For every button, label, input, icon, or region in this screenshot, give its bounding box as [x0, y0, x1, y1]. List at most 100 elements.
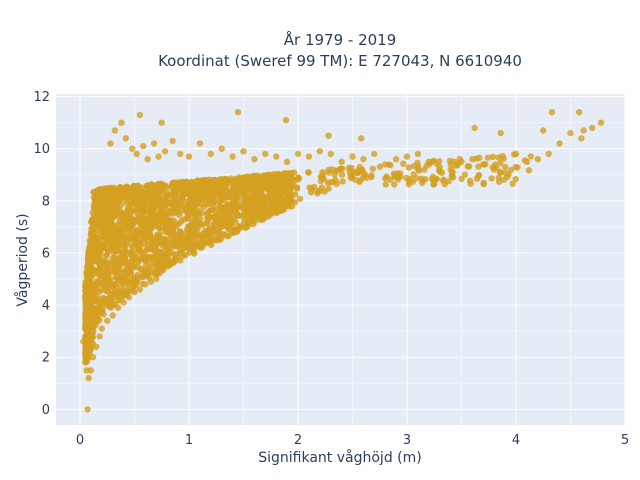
data-point — [475, 171, 483, 179]
data-point — [277, 191, 284, 198]
data-point — [127, 242, 135, 249]
data-point — [391, 181, 398, 188]
data-point — [153, 241, 160, 249]
data-point — [436, 163, 443, 171]
data-point — [597, 119, 605, 126]
data-point — [185, 236, 192, 244]
data-point — [357, 177, 364, 184]
data-point — [262, 150, 269, 158]
data-point — [425, 158, 432, 165]
data-point — [149, 193, 156, 200]
data-point — [120, 237, 127, 244]
data-point — [259, 211, 266, 219]
data-point — [227, 212, 234, 219]
data-point — [129, 145, 136, 152]
x-tick-label: 1 — [185, 433, 193, 448]
data-point — [179, 180, 186, 187]
data-point — [210, 220, 217, 227]
data-point — [523, 158, 531, 165]
data-point — [410, 171, 417, 178]
data-point — [205, 192, 212, 199]
data-point — [93, 343, 100, 350]
data-point — [193, 241, 201, 248]
data-point — [134, 233, 142, 240]
data-point — [80, 338, 87, 345]
data-point — [383, 173, 390, 180]
data-point — [120, 268, 128, 275]
data-point — [223, 175, 230, 183]
data-point — [305, 153, 313, 160]
data-point — [86, 237, 94, 245]
data-point — [403, 153, 411, 160]
data-point — [94, 238, 102, 245]
data-point — [202, 200, 210, 207]
data-point — [188, 221, 195, 228]
data-point — [144, 254, 151, 261]
data-point — [260, 177, 267, 184]
data-point — [140, 142, 147, 150]
data-point — [464, 163, 471, 170]
data-point — [178, 218, 185, 225]
data-point — [488, 175, 495, 182]
data-point — [113, 259, 121, 266]
data-point — [182, 244, 190, 251]
data-point — [86, 313, 94, 321]
data-point — [121, 279, 129, 286]
data-point — [133, 227, 140, 234]
data-point — [476, 154, 483, 161]
x-tick-label: 2 — [294, 433, 302, 448]
data-point — [371, 150, 378, 158]
data-point — [100, 242, 107, 250]
data-point — [160, 198, 168, 205]
data-point — [117, 220, 124, 228]
data-point — [207, 150, 214, 158]
data-point — [187, 242, 195, 249]
data-point — [90, 205, 98, 213]
data-point — [109, 232, 116, 240]
data-point — [177, 249, 184, 257]
data-point — [131, 288, 138, 296]
data-point — [128, 231, 135, 238]
data-point — [146, 217, 153, 224]
data-point — [148, 224, 155, 232]
data-point — [98, 325, 106, 332]
data-point — [220, 204, 227, 211]
data-point — [98, 208, 105, 215]
data-point — [382, 181, 389, 188]
data-point — [382, 161, 389, 168]
data-point — [169, 137, 176, 145]
data-point — [497, 129, 504, 137]
data-point — [155, 183, 162, 190]
data-point — [283, 158, 291, 165]
x-tick-label: 3 — [403, 433, 411, 448]
data-point — [193, 226, 200, 234]
data-point — [142, 281, 149, 288]
data-point — [467, 180, 474, 187]
data-point — [226, 201, 233, 208]
data-point — [82, 326, 90, 333]
data-point — [114, 209, 121, 216]
data-point — [230, 229, 237, 236]
data-point — [258, 201, 265, 208]
data-point — [133, 240, 140, 247]
data-point — [167, 227, 174, 234]
data-point — [229, 153, 236, 160]
data-point — [196, 140, 204, 147]
data-point — [325, 169, 333, 176]
data-point — [221, 231, 229, 239]
data-point — [122, 261, 130, 268]
data-point — [230, 193, 238, 200]
data-point — [107, 140, 114, 147]
data-point — [129, 189, 137, 197]
data-point — [199, 233, 206, 241]
data-points — [80, 109, 605, 413]
data-point — [165, 191, 173, 199]
data-point — [108, 268, 115, 275]
data-point — [212, 184, 219, 191]
data-point — [440, 177, 447, 184]
data-point — [540, 127, 547, 134]
data-point — [211, 213, 218, 220]
data-point — [293, 185, 301, 192]
data-point — [104, 259, 111, 266]
